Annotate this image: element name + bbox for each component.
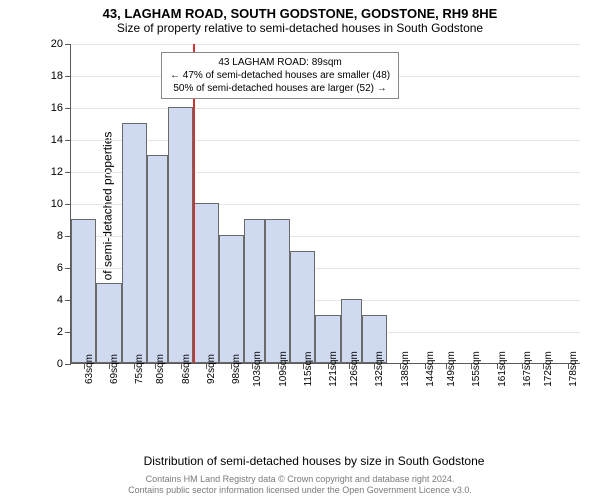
x-tick-label: 144sqm [425,351,436,387]
x-tick-label: 126sqm [349,351,360,387]
y-tick [65,44,71,45]
y-tick [65,108,71,109]
y-tick-label: 4 [57,294,63,306]
x-tick-label: 80sqm [155,354,166,384]
annotation-line2: ← 47% of semi-detached houses are smalle… [170,69,390,82]
x-tick-label: 155sqm [471,351,482,387]
y-tick-label: 2 [57,326,63,338]
plot-area: 0246810121416182063sqm69sqm75sqm80sqm86s… [70,44,580,364]
y-tick-label: 6 [57,262,63,274]
y-tick-label: 20 [51,38,63,50]
y-tick [65,76,71,77]
x-tick-label: 86sqm [181,354,192,384]
x-tick-label: 161sqm [497,351,508,387]
annotation-box: 43 LAGHAM ROAD: 89sqm ← 47% of semi-deta… [161,52,399,99]
histogram-bar [168,107,193,363]
footer-attribution: Contains HM Land Registry data © Crown c… [0,474,600,497]
x-tick-label: 103sqm [252,351,263,387]
histogram-bar [193,203,218,363]
x-tick-label: 121sqm [328,351,339,387]
histogram-bar [290,251,315,363]
histogram-bar [147,155,168,363]
y-tick-label: 14 [51,134,63,146]
title-line2: Size of property relative to semi-detach… [0,21,600,35]
x-tick-label: 75sqm [134,354,145,384]
y-tick-label: 18 [51,70,63,82]
annotation-line1: 43 LAGHAM ROAD: 89sqm [170,56,390,69]
x-tick-label: 115sqm [303,352,314,387]
y-tick-label: 0 [57,358,63,370]
histogram-bar [219,235,244,363]
gridline [71,44,580,45]
title-line1: 43, LAGHAM ROAD, SOUTH GODSTONE, GODSTON… [0,6,600,21]
chart-title-block: 43, LAGHAM ROAD, SOUTH GODSTONE, GODSTON… [0,0,600,35]
x-tick-label: 69sqm [109,354,120,384]
y-tick [65,140,71,141]
x-tick-label: 149sqm [446,351,457,387]
y-tick-label: 8 [57,230,63,242]
x-tick-label: 63sqm [84,354,95,384]
y-tick [65,172,71,173]
histogram-bar [122,123,147,363]
x-tick-label: 172sqm [543,351,554,387]
histogram-bar [244,219,265,363]
chart-container: Number of semi-detached properties 02468… [44,44,584,414]
x-axis-label: Distribution of semi-detached houses by … [44,454,584,468]
y-tick-label: 16 [51,102,63,114]
x-tick-label: 178sqm [568,351,579,387]
x-tick-label: 132sqm [374,351,385,387]
footer-line2: Contains public sector information licen… [0,485,600,496]
y-tick-label: 10 [51,198,63,210]
footer-line1: Contains HM Land Registry data © Crown c… [0,474,600,485]
histogram-bar [265,219,290,363]
histogram-bar [71,219,96,363]
annotation-line3: 50% of semi-detached houses are larger (… [170,82,390,95]
y-tick [65,204,71,205]
gridline [71,140,580,141]
histogram-bar [96,283,121,363]
y-tick-label: 12 [51,166,63,178]
y-tick [65,364,71,365]
x-tick-label: 92sqm [206,354,217,384]
gridline [71,108,580,109]
x-tick-label: 167sqm [522,351,533,387]
x-tick-label: 138sqm [400,351,411,387]
x-tick-label: 98sqm [231,354,242,384]
x-tick-label: 109sqm [278,351,289,387]
